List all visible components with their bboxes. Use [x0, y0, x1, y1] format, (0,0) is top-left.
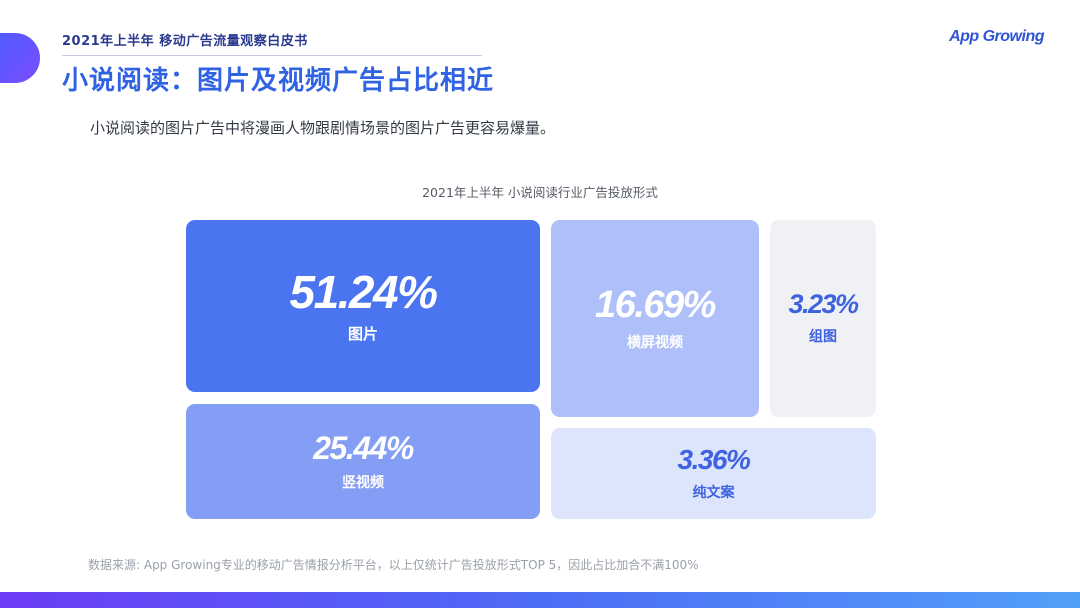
treemap-tile-label: 竖视频: [342, 474, 384, 491]
treemap-tile-label: 组图: [809, 329, 837, 345]
page-title: 小说阅读：图片及视频广告占比相近: [62, 66, 495, 96]
treemap-tile-label: 图片: [347, 324, 378, 343]
treemap-tile-value: 3.23%: [788, 289, 859, 319]
chart-title: 2021年上半年 小说阅读行业广告投放形式: [422, 185, 658, 200]
treemap-tile-label: 纯文案: [692, 484, 735, 501]
treemap-tile-value: 16.69%: [595, 283, 716, 326]
treemap-tile-value: 51.24%: [289, 265, 438, 318]
header-divider: [62, 55, 482, 56]
treemap-tile: 25.44% 竖视频: [186, 404, 540, 519]
treemap-tile: 3.36% 纯文案: [551, 428, 876, 519]
source-note: 数据来源: App Growing专业的移动广告情报分析平台，以上仅统计广告投放…: [88, 558, 699, 572]
treemap-tile-value: 3.36%: [677, 443, 751, 475]
treemap-tile: 51.24% 图片: [186, 220, 540, 392]
bottom-gradient-bar: [0, 592, 1080, 608]
treemap-tile: 3.23% 组图: [770, 220, 876, 417]
treemap-tile-label: 横屏视频: [627, 334, 683, 351]
report-title: 2021年上半年 移动广告流量观察白皮书: [62, 34, 308, 49]
treemap-tile: 16.69% 横屏视频: [551, 220, 759, 417]
page-subtitle: 小说阅读的图片广告中将漫画人物跟剧情场景的图片广告更容易爆量。: [90, 119, 556, 137]
brand-logo: App Growing: [949, 28, 1044, 45]
left-accent-bar: [0, 33, 40, 83]
treemap-tile-value: 25.44%: [313, 429, 414, 466]
